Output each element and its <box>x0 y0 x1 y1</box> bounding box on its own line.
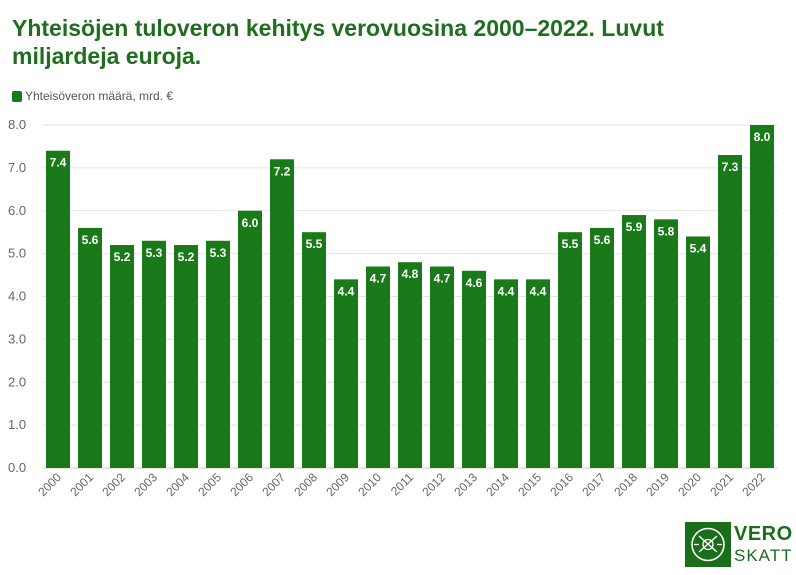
bar <box>462 270 486 468</box>
logo-emblem-icon <box>685 522 731 567</box>
data-label: 4.7 <box>434 271 451 285</box>
x-tick-label: 2002 <box>99 470 128 499</box>
data-label: 5.5 <box>562 237 579 251</box>
x-tick-label: 2003 <box>131 470 160 499</box>
data-label: 8.0 <box>754 130 771 144</box>
data-label: 5.3 <box>210 246 227 260</box>
data-label: 6.0 <box>242 216 259 230</box>
x-tick-label: 2004 <box>163 470 192 499</box>
bar <box>334 279 358 468</box>
x-tick-label: 2008 <box>291 470 320 499</box>
x-tick-label: 2013 <box>451 470 480 499</box>
x-tick-label: 2010 <box>355 470 384 499</box>
x-tick-label: 2021 <box>707 470 736 499</box>
data-label: 5.9 <box>626 220 643 234</box>
x-tick-label: 2022 <box>739 470 768 499</box>
x-tick-label: 2016 <box>547 470 576 499</box>
bar <box>78 227 102 468</box>
bar <box>398 262 422 468</box>
y-tick-label: 8.0 <box>8 117 26 132</box>
bar <box>206 240 230 468</box>
data-label: 5.8 <box>658 224 675 238</box>
x-tick-label: 2009 <box>323 470 352 499</box>
bar <box>654 219 678 468</box>
data-label: 5.4 <box>690 241 707 255</box>
data-label: 4.8 <box>402 267 419 281</box>
logo-text-top: VERO <box>734 523 793 545</box>
data-label: 5.6 <box>594 233 611 247</box>
data-label: 4.4 <box>498 284 515 298</box>
x-tick-label: 2007 <box>259 470 288 499</box>
data-label: 5.6 <box>82 233 99 247</box>
y-tick-label: 5.0 <box>8 246 26 261</box>
bar <box>174 245 198 468</box>
data-label: 7.2 <box>274 164 291 178</box>
vero-skatt-logo: VERO SKATT <box>685 522 792 568</box>
y-tick-label: 7.0 <box>8 160 26 175</box>
x-tick-label: 2019 <box>643 470 672 499</box>
bar <box>270 159 294 469</box>
bar <box>686 236 710 468</box>
bar <box>558 232 582 468</box>
bar <box>238 210 262 468</box>
data-label: 5.2 <box>178 250 195 264</box>
y-tick-label: 4.0 <box>8 289 26 304</box>
x-tick-label: 2000 <box>35 470 64 499</box>
logo-text-bottom: SKATT <box>734 546 793 565</box>
bar <box>110 245 134 468</box>
x-tick-label: 2015 <box>515 470 544 499</box>
x-tick-label: 2012 <box>419 470 448 499</box>
data-label: 4.6 <box>466 276 483 290</box>
x-tick-label: 2006 <box>227 470 256 499</box>
bar <box>302 232 326 468</box>
y-tick-label: 3.0 <box>8 331 26 346</box>
data-label: 5.3 <box>146 246 163 260</box>
bar <box>526 279 550 468</box>
bar <box>590 227 614 468</box>
data-label: 5.5 <box>306 237 323 251</box>
bar <box>750 125 774 468</box>
data-label: 4.4 <box>338 284 355 298</box>
x-tick-label: 2011 <box>388 470 416 498</box>
x-tick-label: 2020 <box>675 470 704 499</box>
data-label: 7.3 <box>722 160 739 174</box>
bar <box>622 215 646 468</box>
bar <box>494 279 518 468</box>
bar <box>142 240 166 468</box>
y-tick-label: 0.0 <box>8 460 26 475</box>
bar <box>430 266 454 468</box>
legend-label: Yhteisöveron määrä, mrd. € <box>25 89 174 103</box>
x-tick-label: 2005 <box>195 470 224 499</box>
data-label: 7.4 <box>50 156 67 170</box>
bar <box>718 155 742 468</box>
x-tick-label: 2014 <box>483 470 512 499</box>
legend-swatch <box>12 90 22 102</box>
chart-title: Yhteisöjen tuloveron kehitys verovuosina… <box>12 15 664 69</box>
bar <box>46 150 70 468</box>
y-tick-label: 2.0 <box>8 374 26 389</box>
y-tick-label: 1.0 <box>8 417 26 432</box>
data-label: 4.4 <box>530 284 547 298</box>
x-tick-label: 2018 <box>611 470 640 499</box>
x-tick-label: 2001 <box>67 470 96 499</box>
bar <box>366 266 390 468</box>
data-label: 5.2 <box>114 250 131 264</box>
data-label: 4.7 <box>370 271 387 285</box>
y-tick-label: 6.0 <box>8 203 26 218</box>
x-tick-label: 2017 <box>579 470 608 499</box>
legend: Yhteisöveron määrä, mrd. € <box>12 89 173 103</box>
